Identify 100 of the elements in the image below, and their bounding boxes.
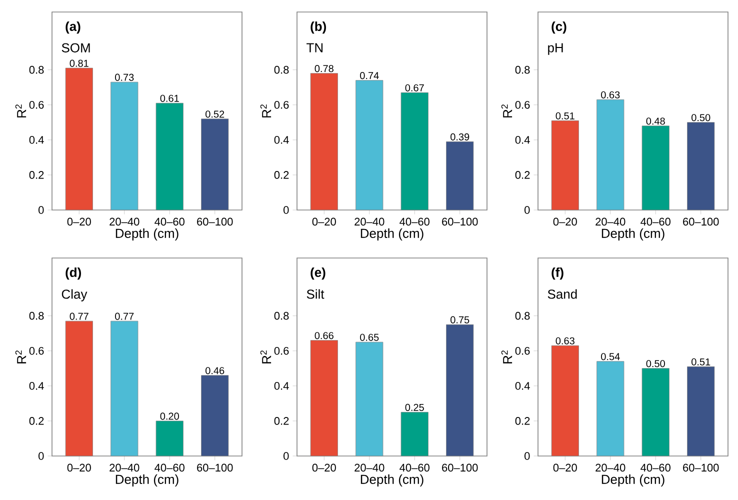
text: (e): [310, 267, 326, 280]
x-tick-label: 0–20: [67, 464, 91, 472]
data-label: 0.25: [405, 404, 424, 411]
y-axis-title: R$^{2}$: [501, 350, 512, 364]
data-label: 0.67: [405, 84, 424, 92]
y-tick-label: 0: [38, 206, 44, 214]
x-axis-title: Depth (cm): [602, 474, 664, 487]
y-tick-label: 0.4: [29, 136, 44, 144]
y-tick-label: 0.2: [515, 171, 530, 179]
x-tick-label: 0–20: [553, 218, 577, 226]
y-axis-title: R$^{2}$: [15, 104, 26, 118]
y-tick-label: 0.4: [515, 136, 530, 144]
y-tick-label: 0.6: [274, 100, 289, 109]
x-axis-title: Depth (cm): [360, 474, 424, 487]
x-tick-label: 60–100: [683, 218, 719, 226]
x-tick-label: 40–60: [400, 218, 430, 226]
data-label: 0.20: [160, 412, 179, 420]
x-tick-label: 20–40: [354, 218, 384, 226]
text: Clay: [62, 289, 88, 302]
y-tick-label: 0.2: [29, 417, 44, 425]
x-tick-label: 0–20: [312, 218, 336, 226]
data-label: 0.50: [646, 360, 665, 368]
x-tick-label: 20–40: [354, 464, 384, 472]
y-tick-label: 0.2: [515, 417, 530, 425]
x-axis-title: Depth (cm): [360, 228, 424, 241]
x-tick-label: 20–40: [110, 218, 140, 226]
x-tick-label: 20–40: [110, 464, 140, 472]
x-tick-label: 40–60: [154, 218, 184, 226]
y-tick-label: 0.8: [515, 66, 530, 74]
data-label: 0.73: [115, 74, 134, 81]
x-tick-label: 40–60: [640, 218, 670, 226]
x-tick-label: 20–40: [596, 218, 626, 226]
data-label: 0.54: [601, 353, 620, 360]
text: (f): [552, 267, 564, 280]
y-tick-label: 0.8: [274, 66, 289, 74]
data-label: 0.39: [450, 133, 470, 140]
text: Silt: [306, 289, 324, 299]
y-tick-label: 0.2: [29, 171, 44, 179]
text: (d): [66, 267, 81, 280]
text: SOM: [62, 43, 90, 52]
x-axis-title: Depth (cm): [116, 228, 178, 241]
y-axis-title: R$^{2}$: [501, 104, 512, 118]
y-tick-label: 0: [524, 206, 530, 214]
data-label: 0.61: [160, 94, 179, 102]
data-label: 0.78: [314, 65, 334, 72]
data-label: 0.75: [450, 316, 470, 324]
data-label: 0.63: [556, 337, 574, 344]
x-tick-label: 0–20: [312, 464, 336, 472]
y-tick-label: 0.6: [515, 346, 530, 355]
text: Sand: [548, 289, 577, 299]
y-tick-label: 0.6: [274, 346, 289, 355]
x-tick-label: 20–40: [596, 464, 626, 472]
x-tick-label: 0–20: [67, 218, 91, 226]
text: (c): [552, 21, 566, 34]
x-tick-label: 60–100: [197, 464, 233, 472]
text: pH: [548, 43, 563, 55]
data-label: 0.52: [206, 110, 224, 118]
y-tick-label: 0: [524, 452, 530, 460]
x-tick-label: 40–60: [154, 464, 184, 472]
y-tick-label: 0.6: [29, 346, 44, 355]
x-tick-label: 60–100: [683, 464, 719, 472]
y-tick-label: 0: [284, 452, 289, 460]
y-tick-label: 0.4: [515, 382, 530, 390]
y-tick-label: 0.8: [274, 312, 289, 320]
data-label: 0.51: [692, 358, 710, 366]
data-label: 0.77: [115, 312, 134, 320]
text: (a): [66, 21, 80, 34]
data-label: 0.50: [692, 114, 710, 122]
y-axis-title: R$^{2}$: [260, 104, 272, 118]
x-tick-label: 40–60: [640, 464, 670, 472]
y-tick-label: 0.8: [515, 312, 530, 320]
y-tick-label: 0.8: [29, 312, 44, 320]
data-label: 0.81: [70, 60, 88, 67]
y-tick-label: 0.2: [274, 171, 289, 179]
y-tick-label: 0: [284, 206, 289, 214]
y-tick-label: 0.6: [29, 100, 44, 109]
y-tick-label: 0.4: [274, 382, 289, 390]
x-tick-label: 40–60: [400, 464, 430, 472]
y-axis-title: R$^{2}$: [15, 350, 26, 364]
y-tick-label: 0.8: [29, 66, 44, 74]
x-axis-title: Depth (cm): [602, 228, 664, 241]
y-axis-title: R$^{2}$: [260, 350, 272, 364]
x-tick-label: 60–100: [442, 464, 478, 472]
y-tick-label: 0.6: [515, 100, 530, 109]
data-label: 0.46: [206, 367, 224, 374]
y-tick-label: 0.2: [274, 417, 289, 425]
y-tick-label: 0.4: [274, 136, 289, 144]
y-tick-label: 0.4: [29, 382, 44, 390]
text: TN: [306, 43, 323, 52]
x-tick-label: 60–100: [442, 218, 478, 226]
y-tick-label: 0: [38, 452, 44, 460]
x-tick-label: 0–20: [553, 464, 577, 472]
data-label: 0.74: [360, 72, 379, 80]
data-label: 0.48: [646, 118, 665, 125]
text: (b): [310, 21, 326, 34]
x-axis-title: Depth (cm): [116, 474, 178, 487]
data-label: 0.77: [70, 312, 88, 320]
data-label: 0.63: [601, 91, 620, 98]
data-label: 0.66: [314, 332, 334, 340]
x-tick-label: 60–100: [197, 218, 233, 226]
